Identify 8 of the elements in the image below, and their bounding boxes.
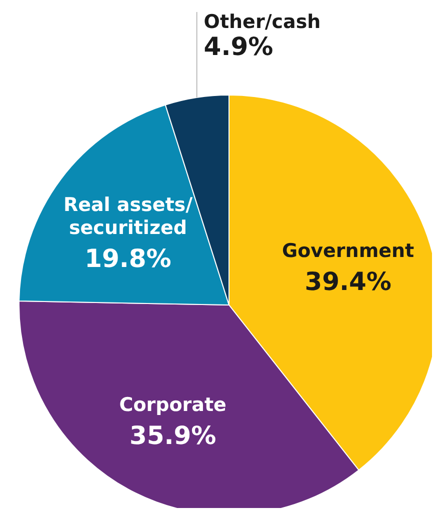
- slice-label: Government: [282, 240, 414, 262]
- data-label: 4.9%: [204, 32, 274, 61]
- slice-label: Other/cash: [204, 11, 321, 33]
- data-label: 39.4%: [304, 266, 392, 296]
- data-label: 19.8%: [84, 244, 172, 274]
- data-label: 35.9%: [129, 420, 216, 450]
- slice-label: Corporate: [119, 394, 226, 416]
- slice-label: Real assets/securitized: [63, 194, 193, 240]
